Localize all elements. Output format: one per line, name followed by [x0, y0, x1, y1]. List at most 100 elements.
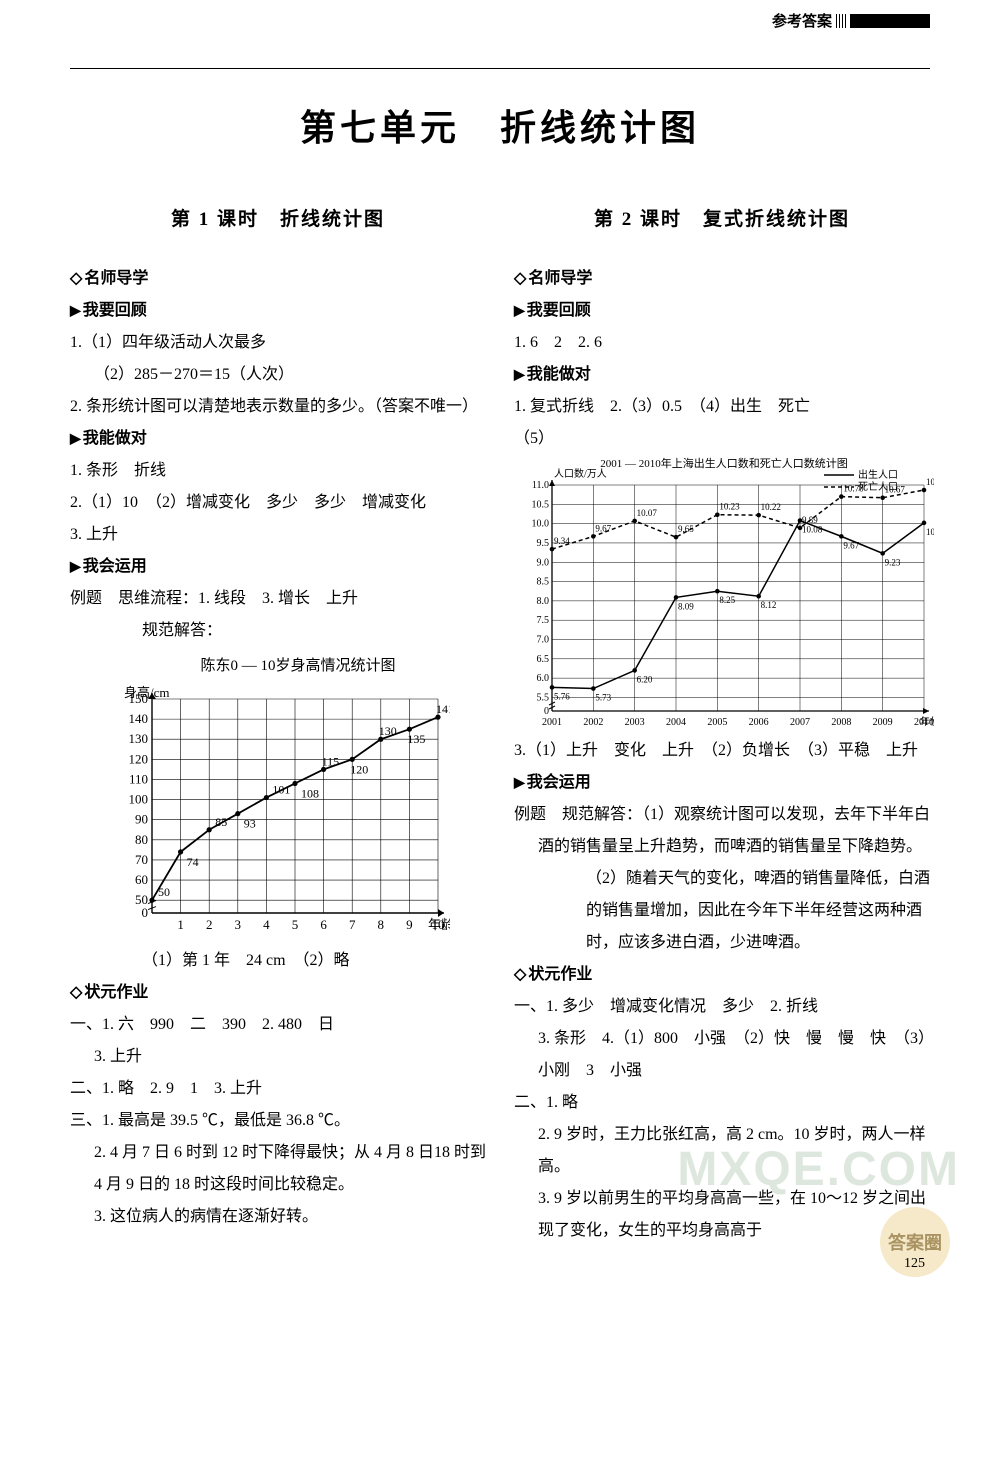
svg-text:9.89: 9.89 [802, 515, 818, 525]
svg-text:9.67: 9.67 [843, 540, 859, 550]
svg-text:年龄: 年龄 [428, 917, 450, 932]
svg-text:5.5: 5.5 [537, 692, 550, 703]
answer-line: 二、1. 略 2. 9 1 3. 上升 [70, 1073, 486, 1105]
svg-text:2009: 2009 [873, 717, 893, 728]
svg-text:9.67: 9.67 [595, 523, 611, 533]
answer-line: 一、1. 多少 增减变化情况 多少 2. 折线 [514, 991, 930, 1023]
svg-text:10.08: 10.08 [802, 525, 823, 535]
answer-line: 3. 9 岁以前男生的平均身高高一些，在 10～12 岁之间出现了变化，女生的平… [514, 1183, 930, 1247]
subsection-correct: 我能做对 [70, 423, 486, 455]
lesson-2-title: 第 2 课时 复式折线统计图 [514, 201, 930, 239]
svg-text:50: 50 [158, 885, 170, 899]
answer-line: （2）随着天气的变化，啤酒的销售量降低，白酒的销售量增加，因此在今年下半年经营这… [514, 863, 930, 959]
answer-line: 例题 规范解答：（1）观察统计图可以发现，去年下半年白酒的销售量呈上升趋势，而啤… [514, 799, 930, 863]
svg-text:2007: 2007 [790, 717, 810, 728]
section-homework: 状元作业 [514, 959, 930, 991]
answer-line: 一、1. 六 990 二 390 2. 480 日 [70, 1009, 486, 1041]
header-label: 参考答案 [772, 10, 930, 31]
svg-text:10.0: 10.0 [532, 519, 550, 530]
svg-text:2001 — 2010年上海出生人口数和死亡人口数统计图: 2001 — 2010年上海出生人口数和死亡人口数统计图 [600, 456, 848, 470]
svg-text:141: 141 [436, 702, 450, 716]
svg-text:0: 0 [142, 905, 149, 920]
answer-line: 3.（1）上升 变化 上升 （2）负增长 （3）平稳 上升 [514, 735, 930, 767]
svg-text:8.09: 8.09 [678, 601, 694, 611]
svg-text:110: 110 [129, 771, 148, 786]
answer-line: 3. 上升 [70, 1041, 486, 1073]
lesson-1-title: 第 1 课时 折线统计图 [70, 201, 486, 239]
answer-line: 1.（1）四年级活动人次最多 [70, 327, 486, 359]
answer-line: 三、1. 最高是 39.5 ℃，最低是 36.8 ℃。 [70, 1105, 486, 1137]
page-number: 125 [904, 1256, 925, 1272]
svg-text:身高/cm: 身高/cm [124, 685, 170, 700]
svg-text:10.67: 10.67 [885, 485, 906, 495]
svg-text:0: 0 [544, 706, 549, 717]
page: 参考答案 第七单元 折线统计图 第 1 课时 折线统计图 名师导学 我要回顾 1… [0, 0, 1000, 1307]
svg-text:1: 1 [177, 917, 184, 932]
svg-text:年份: 年份 [920, 715, 934, 728]
unit-title: 第七单元 折线统计图 [70, 99, 930, 151]
section-homework: 状元作业 [70, 977, 486, 1009]
svg-text:6: 6 [320, 917, 327, 932]
svg-text:100: 100 [129, 792, 149, 807]
svg-text:5.73: 5.73 [595, 693, 611, 703]
chart-1-svg: 5060708090100110120130140150012345678910… [110, 681, 450, 941]
svg-text:140: 140 [129, 711, 149, 726]
header-divider [70, 68, 930, 69]
svg-text:80: 80 [135, 832, 148, 847]
svg-text:11.0: 11.0 [532, 480, 549, 491]
chart-1-title: 陈东0 — 10岁身高情况统计图 [110, 651, 486, 681]
svg-text:2003: 2003 [625, 717, 645, 728]
svg-text:9.5: 9.5 [537, 538, 550, 549]
column-right: 第 2 课时 复式折线统计图 名师导学 我要回顾 1. 6 2 2. 6 我能做… [514, 201, 930, 1247]
svg-text:6.5: 6.5 [537, 654, 550, 665]
column-left: 第 1 课时 折线统计图 名师导学 我要回顾 1.（1）四年级活动人次最多 （2… [70, 201, 486, 1247]
answer-line: 2. 9 岁时，王力比张红高，高 2 cm。10 岁时，两人一样高。 [514, 1119, 930, 1183]
chart-2-svg: 2001 — 2010年上海出生人口数和死亡人口数统计图出生人口死亡人口5.56… [514, 455, 934, 735]
chart-1-wrap: 陈东0 — 10岁身高情况统计图 50607080901001101201301… [110, 651, 486, 941]
svg-text:10.07: 10.07 [637, 508, 658, 518]
svg-text:出生人口: 出生人口 [858, 468, 898, 481]
svg-text:7: 7 [349, 917, 356, 932]
svg-text:10.22: 10.22 [761, 502, 781, 512]
svg-text:7.0: 7.0 [537, 635, 550, 646]
svg-text:130: 130 [129, 731, 149, 746]
subsection-apply: 我会运用 [514, 767, 930, 799]
svg-text:2002: 2002 [583, 717, 603, 728]
svg-text:5: 5 [292, 917, 299, 932]
svg-text:93: 93 [244, 817, 256, 831]
svg-text:8.25: 8.25 [719, 595, 735, 605]
answer-line: 2.（1）10 （2）增减变化 多少 多少 增减变化 [70, 487, 486, 519]
svg-text:8.5: 8.5 [537, 577, 550, 588]
subsection-review: 我要回顾 [70, 295, 486, 327]
svg-text:6.20: 6.20 [637, 674, 653, 684]
svg-text:60: 60 [135, 872, 148, 887]
subsection-apply: 我会运用 [70, 551, 486, 583]
svg-text:90: 90 [135, 812, 148, 827]
answer-line: 1. 条形 折线 [70, 455, 486, 487]
svg-text:9.0: 9.0 [537, 557, 550, 568]
answer-line: 1. 复式折线 2.（3）0.5 （4）出生 死亡 [514, 391, 930, 423]
answer-line: 2. 条形统计图可以清楚地表示数量的多少。（答案不唯一） [70, 391, 486, 423]
svg-text:115: 115 [322, 754, 340, 768]
header-bar [850, 14, 930, 28]
columns: 第 1 课时 折线统计图 名师导学 我要回顾 1.（1）四年级活动人次最多 （2… [70, 201, 930, 1247]
svg-text:9.23: 9.23 [885, 557, 901, 567]
answer-line: 1. 6 2 2. 6 [514, 327, 930, 359]
answer-line: 2. 4 月 7 日 6 时到 12 时下降得最快；从 4 月 8 日18 时到… [70, 1137, 486, 1201]
svg-text:8: 8 [378, 917, 385, 932]
subsection-review: 我要回顾 [514, 295, 930, 327]
svg-text:85: 85 [215, 815, 227, 829]
answer-line: 3. 上升 [70, 519, 486, 551]
svg-text:6.0: 6.0 [537, 673, 550, 684]
answer-line: 例题 思维流程：1. 线段 3. 增长 上升 [70, 583, 486, 615]
header-stripes [836, 14, 846, 28]
svg-text:人口数/万人: 人口数/万人 [554, 467, 607, 480]
answer-line: （5） [514, 423, 930, 455]
svg-text:74: 74 [187, 855, 199, 869]
svg-text:8.0: 8.0 [537, 596, 550, 607]
svg-text:5.76: 5.76 [554, 691, 570, 701]
answer-line: 二、1. 略 [514, 1087, 930, 1119]
svg-text:4: 4 [263, 917, 270, 932]
svg-text:101: 101 [272, 783, 290, 797]
header-text: 参考答案 [772, 10, 832, 31]
